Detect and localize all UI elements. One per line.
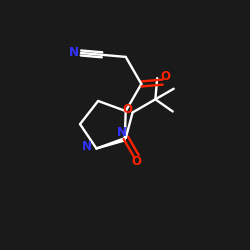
Text: N: N bbox=[82, 140, 92, 153]
Text: O: O bbox=[122, 104, 132, 117]
Text: O: O bbox=[160, 70, 170, 83]
Text: N: N bbox=[69, 46, 79, 60]
Text: O: O bbox=[132, 155, 141, 168]
Text: N: N bbox=[116, 126, 126, 139]
